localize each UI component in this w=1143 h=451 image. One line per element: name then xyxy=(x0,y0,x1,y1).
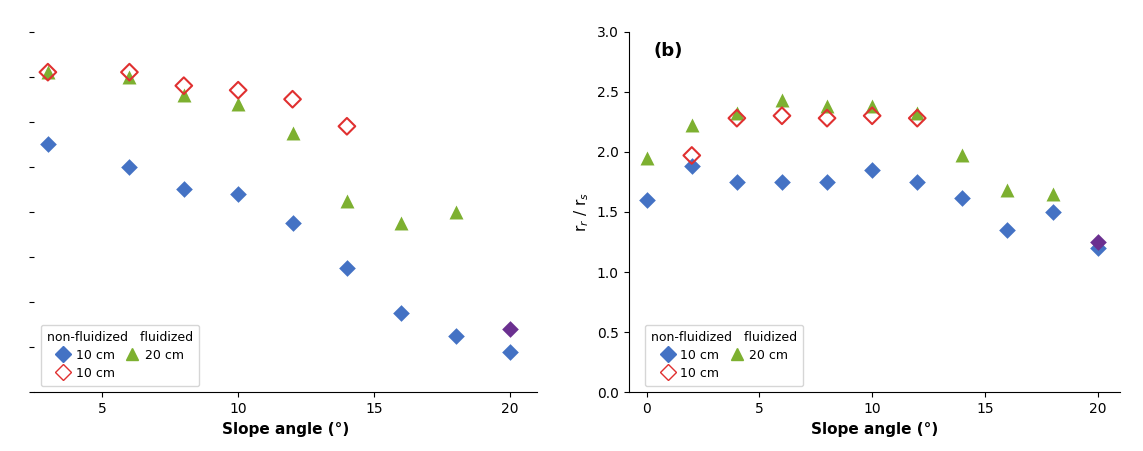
Point xyxy=(638,154,656,161)
Point xyxy=(392,220,410,227)
Point xyxy=(338,197,357,204)
Point xyxy=(728,178,746,185)
Point xyxy=(728,110,746,117)
X-axis label: Slope angle (°): Slope angle (°) xyxy=(222,422,350,437)
Point xyxy=(175,186,193,193)
Point xyxy=(501,348,519,355)
Point xyxy=(120,163,138,170)
Point xyxy=(120,73,138,80)
Point xyxy=(773,97,791,104)
Point xyxy=(501,326,519,333)
Point xyxy=(728,115,746,122)
Point xyxy=(1088,239,1106,246)
Point xyxy=(175,82,193,89)
Point xyxy=(120,69,138,76)
Y-axis label: r$_r$ / r$_s$: r$_r$ / r$_s$ xyxy=(573,192,591,232)
Point xyxy=(283,129,302,137)
Legend: 10 cm, 10 cm, 20 cm, : 10 cm, 10 cm, 20 cm, xyxy=(645,325,804,386)
Point xyxy=(229,190,247,198)
Point xyxy=(392,310,410,317)
Point xyxy=(175,91,193,98)
Point xyxy=(447,332,465,340)
Point xyxy=(682,152,701,159)
Point xyxy=(283,96,302,103)
Point xyxy=(682,163,701,170)
Point xyxy=(818,115,837,122)
Point xyxy=(998,226,1016,234)
Text: (b): (b) xyxy=(654,42,682,60)
Point xyxy=(283,220,302,227)
Point xyxy=(39,69,57,76)
Point xyxy=(773,112,791,120)
Point xyxy=(773,178,791,185)
Point xyxy=(447,208,465,216)
Point xyxy=(638,196,656,203)
Point xyxy=(1044,190,1062,198)
Point xyxy=(229,100,247,107)
Point xyxy=(908,178,926,185)
X-axis label: Slope angle (°): Slope angle (°) xyxy=(810,422,938,437)
Point xyxy=(682,122,701,129)
Point xyxy=(818,102,837,110)
Point xyxy=(338,265,357,272)
Point xyxy=(818,178,837,185)
Point xyxy=(908,110,926,117)
Point xyxy=(998,187,1016,194)
Point xyxy=(39,69,57,76)
Point xyxy=(863,102,881,110)
Point xyxy=(338,123,357,130)
Point xyxy=(953,152,972,159)
Point xyxy=(863,166,881,174)
Point xyxy=(39,141,57,148)
Point xyxy=(1088,244,1106,252)
Legend: 10 cm, 10 cm, 20 cm, : 10 cm, 10 cm, 20 cm, xyxy=(40,325,199,386)
Point xyxy=(863,112,881,120)
Point xyxy=(953,194,972,201)
Point xyxy=(1044,208,1062,216)
Point xyxy=(908,115,926,122)
Point xyxy=(229,87,247,94)
